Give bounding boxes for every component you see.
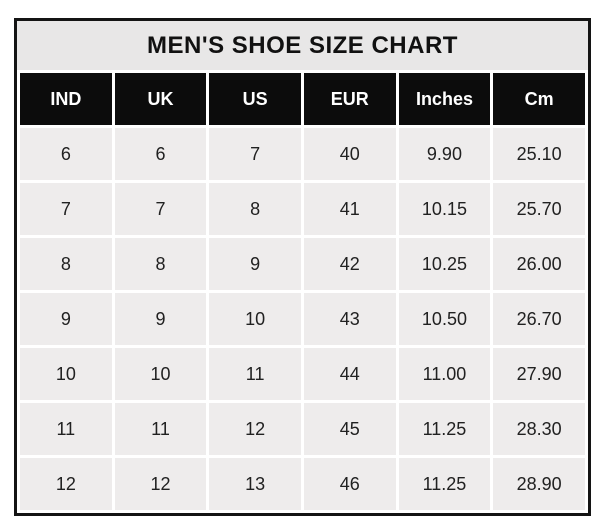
size-table: IND UK US EUR Inches Cm 6 6 7 40 9.90 25.10 7 7 8 41 10… bbox=[17, 70, 588, 513]
cell-uk: 7 bbox=[111, 180, 210, 238]
cell-us: 8 bbox=[206, 180, 304, 238]
cell-us: 11 bbox=[206, 345, 304, 403]
column-header-cm: Cm bbox=[490, 70, 588, 128]
chart-title: MEN'S SHOE SIZE CHART bbox=[17, 21, 588, 70]
cell-uk: 6 bbox=[111, 125, 210, 183]
table-row: 8 8 9 42 10.25 26.00 bbox=[17, 235, 588, 293]
cell-cm: 25.10 bbox=[490, 125, 588, 183]
cell-uk: 8 bbox=[111, 235, 210, 293]
cell-ind: 8 bbox=[17, 235, 115, 293]
cell-cm: 25.70 bbox=[490, 180, 588, 238]
header-row: IND UK US EUR Inches Cm bbox=[17, 70, 588, 128]
cell-eur: 45 bbox=[300, 400, 399, 458]
cell-cm: 28.30 bbox=[490, 400, 588, 458]
cell-cm: 26.70 bbox=[490, 290, 588, 348]
cell-us: 7 bbox=[206, 125, 304, 183]
table-row: 6 6 7 40 9.90 25.10 bbox=[17, 125, 588, 183]
cell-inches: 9.90 bbox=[395, 125, 494, 183]
table-row: 7 7 8 41 10.15 25.70 bbox=[17, 180, 588, 238]
cell-uk: 12 bbox=[111, 455, 210, 513]
cell-eur: 40 bbox=[300, 125, 399, 183]
cell-us: 12 bbox=[206, 400, 304, 458]
cell-eur: 43 bbox=[300, 290, 399, 348]
cell-ind: 12 bbox=[17, 455, 115, 513]
cell-uk: 10 bbox=[111, 345, 210, 403]
cell-inches: 11.25 bbox=[395, 400, 494, 458]
table-row: 10 10 11 44 11.00 27.90 bbox=[17, 345, 588, 403]
cell-ind: 7 bbox=[17, 180, 115, 238]
cell-ind: 9 bbox=[17, 290, 115, 348]
column-header-eur: EUR bbox=[300, 70, 399, 128]
cell-eur: 42 bbox=[300, 235, 399, 293]
column-header-ind: IND bbox=[17, 70, 115, 128]
cell-ind: 6 bbox=[17, 125, 115, 183]
table-body: 6 6 7 40 9.90 25.10 7 7 8 41 10.15 25.70 8 8 9 42 10.25 2… bbox=[17, 125, 588, 513]
cell-cm: 27.90 bbox=[490, 345, 588, 403]
table-row: 12 12 13 46 11.25 28.90 bbox=[17, 455, 588, 513]
table-header: IND UK US EUR Inches Cm bbox=[17, 70, 588, 128]
cell-ind: 10 bbox=[17, 345, 115, 403]
cell-uk: 9 bbox=[111, 290, 210, 348]
cell-inches: 10.15 bbox=[395, 180, 494, 238]
cell-inches: 10.50 bbox=[395, 290, 494, 348]
cell-us: 9 bbox=[206, 235, 304, 293]
cell-ind: 11 bbox=[17, 400, 115, 458]
cell-us: 13 bbox=[206, 455, 304, 513]
shoe-size-chart: MEN'S SHOE SIZE CHART IND UK US EUR Inches Cm… bbox=[14, 18, 591, 516]
column-header-inches: Inches bbox=[395, 70, 494, 128]
table-row: 9 9 10 43 10.50 26.70 bbox=[17, 290, 588, 348]
cell-cm: 28.90 bbox=[490, 455, 588, 513]
cell-inches: 11.00 bbox=[395, 345, 494, 403]
cell-cm: 26.00 bbox=[490, 235, 588, 293]
cell-inches: 10.25 bbox=[395, 235, 494, 293]
cell-eur: 41 bbox=[300, 180, 399, 238]
cell-inches: 11.25 bbox=[395, 455, 494, 513]
cell-eur: 44 bbox=[300, 345, 399, 403]
cell-eur: 46 bbox=[300, 455, 399, 513]
column-header-uk: UK bbox=[111, 70, 210, 128]
cell-us: 10 bbox=[206, 290, 304, 348]
cell-uk: 11 bbox=[111, 400, 210, 458]
table-row: 11 11 12 45 11.25 28.30 bbox=[17, 400, 588, 458]
column-header-us: US bbox=[206, 70, 304, 128]
